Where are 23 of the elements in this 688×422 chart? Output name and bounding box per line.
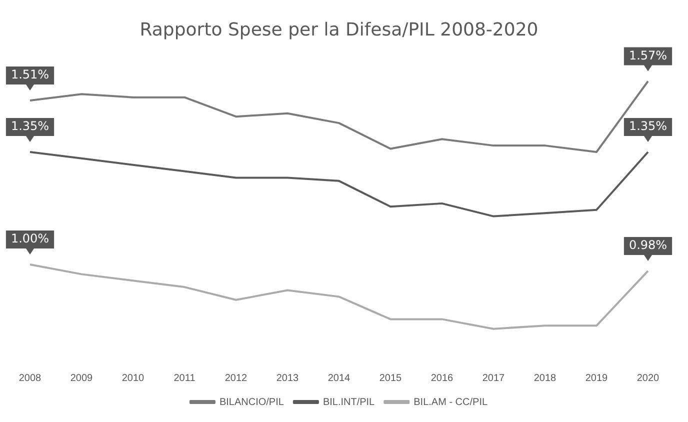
data-label: 0.98% (628, 238, 668, 252)
x-tick-label: 2020 (636, 372, 660, 384)
x-tick-label: 2019 (585, 372, 608, 384)
x-tick-label: 2009 (70, 372, 94, 384)
data-label: 1.00% (10, 232, 50, 246)
x-tick-label: 2017 (482, 372, 506, 384)
data-label: 1.35% (10, 119, 50, 134)
x-tick-label: 2011 (174, 372, 196, 384)
legend-label: BIL.AM - CC/PIL (414, 396, 488, 408)
legend-label: BIL.INT/PIL (322, 396, 376, 408)
legend-label: BILANCIO/PIL (219, 396, 284, 408)
x-tick-label: 2013 (276, 372, 300, 384)
x-tick-label: 2014 (328, 372, 351, 384)
data-label: 1.57% (628, 48, 668, 62)
x-tick-label: 2012 (224, 372, 248, 384)
x-tick-label: 2010 (122, 372, 145, 384)
data-label: 1.35% (628, 119, 668, 134)
chart-title: Rapporto Spese per la Difesa/PIL 2008-2020 (140, 19, 538, 40)
x-tick-label: 2015 (379, 372, 402, 384)
x-tick-label: 2018 (534, 372, 557, 384)
x-tick-label: 2016 (430, 372, 454, 384)
x-tick-label: 2008 (18, 372, 42, 384)
data-label: 1.51% (10, 68, 50, 82)
